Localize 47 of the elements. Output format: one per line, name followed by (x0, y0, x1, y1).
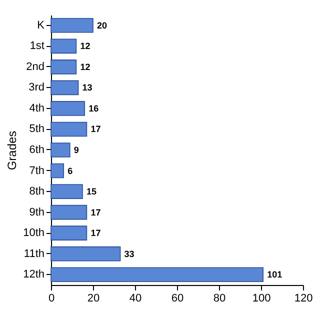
y-tick-label: 10th (23, 227, 44, 240)
data-label: 13 (82, 82, 92, 93)
data-label: 17 (90, 124, 101, 134)
x-tick-label: 40 (129, 292, 142, 304)
bar (50, 267, 264, 282)
x-tick-label: 120 (294, 292, 313, 304)
data-label: 17 (90, 207, 101, 218)
data-label: 33 (124, 248, 134, 259)
x-tick-label: 80 (213, 292, 226, 304)
bar (50, 60, 77, 74)
bar (50, 246, 121, 262)
bar (50, 80, 79, 96)
y-axis-title: Grades (5, 130, 20, 170)
data-label: 15 (86, 186, 97, 197)
bar (50, 226, 88, 240)
y-tick-label: 3rd (28, 82, 44, 94)
data-label: 101 (267, 270, 282, 280)
bar (50, 38, 77, 54)
data-label: 6 (68, 166, 73, 176)
y-tick-label: 2nd (26, 60, 44, 73)
y-tick-label: 12th (23, 268, 44, 281)
data-label: 12 (80, 41, 90, 52)
bar (50, 101, 85, 116)
y-tick-label: K (37, 19, 46, 32)
x-tick-label: 0 (48, 292, 55, 304)
y-tick-label: 4th (29, 102, 44, 114)
x-tick-label: 20 (87, 292, 100, 304)
y-tick-label: 6th (29, 144, 44, 156)
y-tick-label: 7th (29, 164, 44, 177)
data-label: 20 (97, 20, 108, 30)
bar (50, 163, 64, 178)
y-tick-label: 1st (30, 40, 44, 52)
bar (50, 18, 94, 33)
data-label: 9 (74, 145, 79, 155)
bar (50, 142, 70, 158)
y-tick-label: 11th (24, 248, 44, 260)
bar (50, 122, 88, 137)
y-tick-label: 9th (29, 206, 44, 218)
y-tick-label: 8th (29, 186, 44, 198)
y-tick-label: 5th (29, 123, 44, 136)
data-label: 17 (90, 228, 101, 238)
data-label: 12 (80, 62, 90, 72)
bar (50, 204, 88, 220)
x-tick-label: 60 (171, 292, 184, 304)
x-tick-label: 100 (252, 292, 271, 304)
data-label: 16 (88, 103, 99, 114)
bar (50, 184, 83, 199)
